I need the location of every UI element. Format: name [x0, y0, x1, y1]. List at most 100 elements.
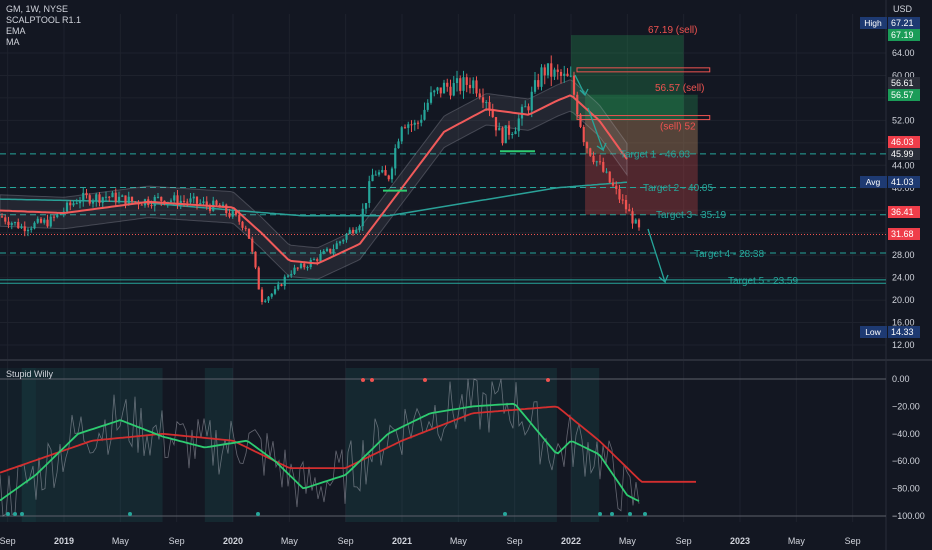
candle-body: [173, 195, 176, 201]
candle-body: [195, 196, 199, 204]
candle-body: [394, 148, 397, 169]
candle-body: [611, 182, 615, 186]
time-axis-label: Sep: [169, 536, 185, 546]
price-badge-bg: [888, 136, 920, 148]
candle-body: [462, 77, 465, 91]
osc-signal-dot: [13, 512, 17, 516]
indicator-ema[interactable]: EMA: [6, 26, 26, 36]
price-badge-bg: [888, 176, 920, 188]
candle-body: [481, 97, 485, 103]
candle-body: [439, 87, 442, 94]
candle-body: [244, 227, 247, 229]
candle-body: [514, 131, 517, 134]
profit-zone-1: [571, 35, 684, 121]
target-label-1: Target 1 - 46.03: [620, 149, 690, 160]
price-axis-label: 12.00: [892, 340, 915, 350]
candle-body: [342, 239, 345, 242]
osc-signal-dot: [128, 512, 132, 516]
osc-axis-label: −80.00: [892, 484, 920, 494]
candle-body: [46, 219, 49, 227]
osc-fast-line: [0, 402, 640, 502]
candle-body: [624, 199, 628, 210]
price-badge: 56.57: [891, 90, 914, 100]
price-badge-bg: [888, 326, 920, 338]
candle-body: [124, 195, 127, 206]
symbol-title[interactable]: GM, 1W, NYSE: [6, 4, 69, 14]
candle-body: [228, 213, 231, 217]
osc-title[interactable]: Stupid Willy: [6, 369, 54, 379]
candle-body: [413, 122, 416, 125]
candle-body: [293, 267, 296, 274]
candle-body: [595, 161, 598, 163]
candle-body: [348, 229, 351, 234]
candle-body: [91, 200, 95, 204]
candle-body: [384, 170, 387, 176]
price-badge-bg: [888, 17, 920, 29]
price-badge: 14.33: [891, 327, 914, 337]
candle-body: [504, 125, 507, 144]
candle-body: [559, 71, 563, 76]
candle-body: [442, 82, 446, 94]
candle-body: [199, 203, 202, 205]
candle-body: [75, 203, 78, 205]
candle-body: [429, 92, 433, 103]
osc-zone: [345, 368, 557, 522]
candle-body: [381, 170, 384, 173]
time-axis-label: 2022: [561, 536, 581, 546]
candle-body: [202, 201, 205, 204]
price-badge: 36.41: [891, 207, 914, 217]
price-axis-label: 28.00: [892, 250, 915, 260]
candle-body: [364, 203, 368, 209]
currency-label: USD: [893, 4, 913, 14]
candle-body: [273, 289, 277, 294]
time-axis-label: May: [450, 536, 468, 546]
candle-body: [423, 109, 426, 120]
candle-body: [459, 78, 462, 91]
candle-body: [280, 284, 283, 286]
candle-body: [628, 209, 631, 212]
osc-axis-label: −40.00: [892, 429, 920, 439]
candle-body: [468, 84, 472, 89]
candle-body: [150, 205, 153, 207]
candle-body: [130, 196, 134, 202]
candle-body: [602, 161, 605, 172]
candle-body: [98, 194, 101, 203]
sell-label-1: 67.19 (sell): [648, 25, 697, 36]
indicator-scalptool[interactable]: SCALPTOOL R1.1: [6, 15, 82, 25]
time-axis-label: May: [788, 536, 806, 546]
candle-body: [436, 87, 439, 91]
price-badge: 41.03: [891, 177, 914, 187]
price-badge: 67.21: [891, 18, 914, 28]
candle-body: [26, 229, 30, 232]
sell-box-1: [576, 67, 711, 73]
candle-body: [270, 293, 273, 297]
candle-body: [117, 196, 121, 203]
price-badge: 45.99: [891, 149, 914, 159]
candle-body: [231, 211, 234, 217]
candle-body: [241, 221, 244, 228]
candle-body: [247, 228, 251, 239]
candle-body: [576, 94, 579, 115]
candle-body: [403, 127, 407, 129]
target-label-3: Target 3 - 35.19: [656, 210, 726, 221]
time-axis-label: May: [619, 536, 637, 546]
price-badge-bg: [888, 148, 920, 160]
candle-body: [338, 241, 342, 244]
candle-body: [361, 208, 364, 227]
indicator-ma[interactable]: MA: [6, 37, 20, 47]
osc-zone: [0, 368, 36, 522]
candle-body: [358, 226, 361, 231]
candle-body: [491, 110, 494, 118]
candle-body: [631, 211, 634, 224]
candle-body: [225, 204, 228, 214]
arrow-path: [587, 107, 607, 152]
candle-body: [420, 119, 423, 123]
candle-body: [7, 221, 10, 226]
price-axis-label: 20.00: [892, 295, 915, 305]
candle-body: [472, 80, 475, 89]
candle-body: [43, 219, 46, 223]
candle-body: [485, 102, 488, 104]
badge-tag: Avg: [866, 177, 881, 187]
